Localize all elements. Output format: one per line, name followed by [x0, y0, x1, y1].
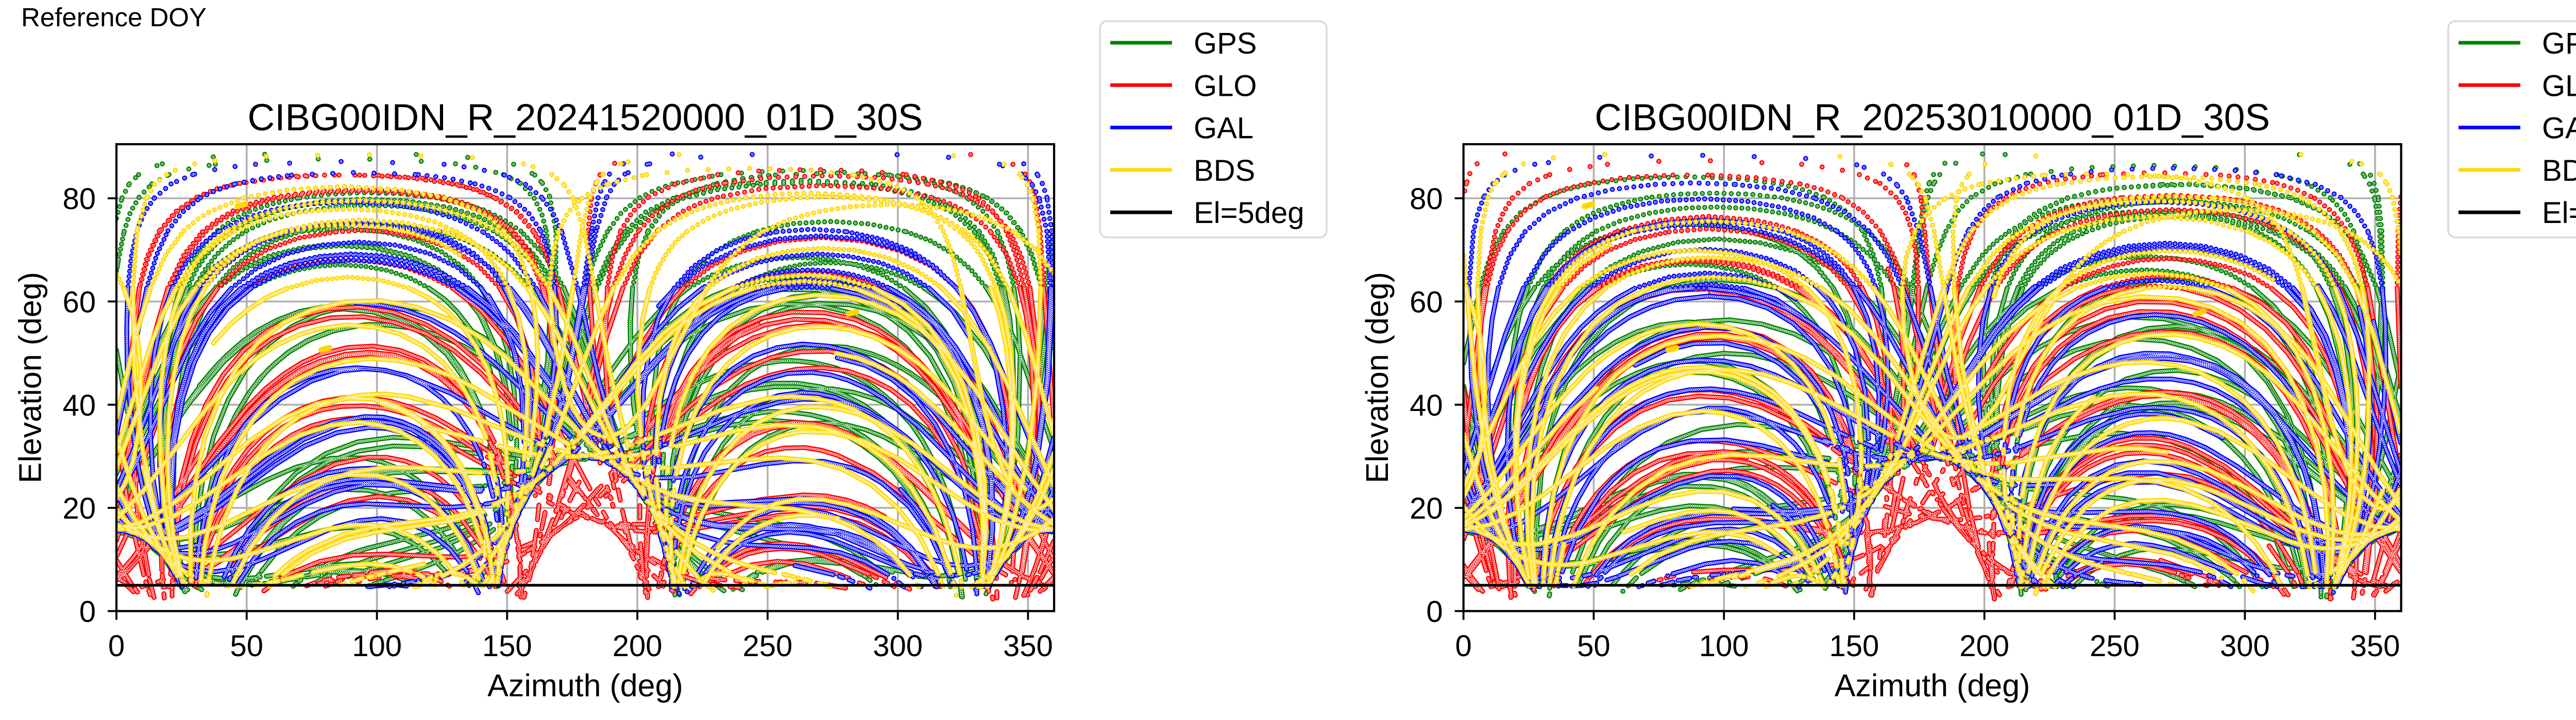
- svg-text:Azimuth (deg): Azimuth (deg): [1835, 668, 2030, 703]
- svg-text:El=5deg: El=5deg: [2542, 196, 2576, 230]
- svg-text:0: 0: [1455, 629, 1471, 663]
- svg-text:40: 40: [1410, 389, 1443, 422]
- svg-text:GAL: GAL: [1194, 112, 1253, 145]
- svg-text:80: 80: [1410, 182, 1443, 216]
- svg-text:20: 20: [62, 492, 96, 525]
- svg-text:BDS: BDS: [1194, 154, 1255, 187]
- svg-text:Elevation (deg): Elevation (deg): [1360, 272, 1395, 483]
- svg-text:BDS: BDS: [2542, 154, 2576, 187]
- svg-text:250: 250: [743, 629, 793, 663]
- svg-text:350: 350: [1003, 629, 1053, 663]
- svg-text:CIBG00IDN_R_20253010000_01D_30: CIBG00IDN_R_20253010000_01D_30S: [1595, 97, 2270, 139]
- svg-text:200: 200: [613, 629, 663, 663]
- svg-text:100: 100: [1699, 629, 1749, 663]
- svg-text:50: 50: [1577, 629, 1611, 663]
- svg-text:Elevation (deg): Elevation (deg): [13, 272, 48, 483]
- svg-text:Azimuth (deg): Azimuth (deg): [487, 668, 683, 703]
- svg-text:0: 0: [108, 629, 125, 663]
- svg-text:50: 50: [230, 629, 264, 663]
- svg-text:350: 350: [2350, 629, 2400, 663]
- svg-text:GLO: GLO: [1194, 69, 1257, 102]
- svg-text:20: 20: [1410, 492, 1443, 525]
- svg-text:60: 60: [62, 285, 96, 319]
- svg-text:GLO: GLO: [2542, 69, 2576, 102]
- svg-text:El=5deg: El=5deg: [1194, 196, 1304, 230]
- svg-text:250: 250: [2090, 629, 2140, 663]
- svg-text:0: 0: [1426, 595, 1443, 629]
- svg-text:150: 150: [482, 629, 532, 663]
- svg-text:GPS: GPS: [1194, 27, 1257, 60]
- svg-text:80: 80: [62, 182, 96, 216]
- svg-text:CIBG00IDN_R_20241520000_01D_30: CIBG00IDN_R_20241520000_01D_30S: [248, 97, 923, 139]
- svg-text:300: 300: [873, 629, 923, 663]
- svg-text:40: 40: [62, 389, 96, 422]
- svg-text:60: 60: [1410, 285, 1443, 319]
- svg-text:Reference DOY: Reference DOY: [21, 3, 207, 32]
- svg-text:GAL: GAL: [2542, 112, 2576, 145]
- svg-text:200: 200: [1959, 629, 2009, 663]
- svg-text:150: 150: [1829, 629, 1879, 663]
- svg-text:GPS: GPS: [2542, 27, 2576, 60]
- svg-text:100: 100: [352, 629, 402, 663]
- svg-text:0: 0: [79, 595, 96, 629]
- svg-text:300: 300: [2220, 629, 2270, 663]
